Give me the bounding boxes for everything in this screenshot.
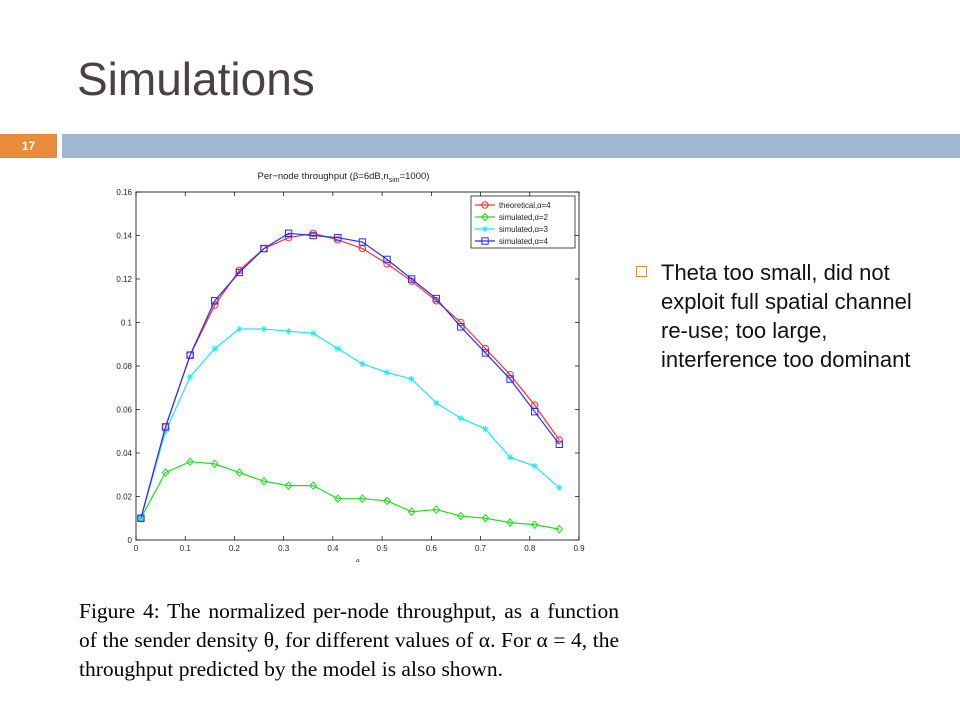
- data-point-series-4: [161, 423, 170, 431]
- data-point-series-2: [457, 511, 465, 521]
- x-tick-label: 0.1: [180, 544, 192, 553]
- chart-title: Per−node throughput (β=6dB,nsim=1000): [258, 171, 430, 184]
- data-point-series-2: [186, 457, 195, 467]
- data-point-series-1: [506, 371, 514, 379]
- data-point-series-4: [457, 323, 465, 331]
- y-tick-label: 0.14: [116, 232, 132, 241]
- bullet-item: Theta too small, did not exploit full sp…: [636, 258, 926, 374]
- data-point-series-4: [284, 229, 293, 238]
- data-point-series-2: [161, 468, 170, 478]
- data-point-series-2: [383, 496, 391, 506]
- data-point-series-2: [506, 518, 514, 528]
- data-point-series-3: [482, 425, 489, 433]
- data-point-series-3: [186, 373, 194, 381]
- data-point-series-4: [235, 268, 244, 277]
- x-tick-label: 0.3: [278, 544, 290, 553]
- data-point-series-2: [235, 468, 244, 478]
- y-tick-label: 0.1: [121, 319, 133, 328]
- legend-label: simulated,α=2: [499, 213, 548, 222]
- data-point-series-2: [530, 520, 539, 530]
- data-point-series-4: [334, 233, 342, 242]
- x-tick-label: 0.5: [377, 544, 389, 553]
- data-point-series-3: [211, 345, 218, 352]
- data-point-series-2: [407, 507, 416, 517]
- y-tick-label: 0.12: [116, 275, 132, 284]
- data-point-series-4: [506, 375, 514, 383]
- data-point-series-3: [137, 515, 145, 522]
- figure-caption: Figure 4: The normalized per-node throug…: [79, 599, 619, 681]
- series-line-3: [140, 328, 560, 519]
- legend-label: simulated,α=3: [499, 225, 548, 234]
- y-tick-label: 0.02: [116, 493, 132, 502]
- data-point-series-1: [383, 260, 391, 268]
- data-point-series-4: [432, 294, 440, 303]
- slide-number-badge: 17: [0, 134, 57, 158]
- legend-marker: [481, 225, 489, 233]
- data-point-series-4: [358, 238, 367, 246]
- bullet-square-icon: [636, 266, 647, 277]
- header-band: [62, 134, 960, 158]
- data-point-series-3: [383, 369, 391, 376]
- data-point-series-4: [211, 297, 219, 305]
- data-point-series-3: [285, 328, 292, 335]
- data-point-series-2: [333, 494, 342, 504]
- data-point-series-3: [162, 428, 169, 435]
- legend-label: theoretical,α=4: [499, 201, 551, 210]
- data-point-series-4: [383, 255, 391, 264]
- series-line-2: [140, 461, 560, 530]
- data-point-series-2: [309, 481, 318, 491]
- data-point-series-3: [457, 415, 465, 422]
- y-tick-label: 0.08: [116, 362, 132, 371]
- data-point-series-3: [531, 462, 538, 470]
- legend-marker: [481, 201, 489, 209]
- data-point-series-2: [555, 524, 564, 534]
- data-point-series-4: [481, 349, 490, 357]
- data-point-series-3: [260, 325, 268, 333]
- data-point-series-2: [432, 505, 441, 515]
- data-point-series-4: [186, 351, 194, 359]
- x-tick-label: 0.8: [524, 544, 536, 553]
- data-point-series-4: [260, 244, 268, 253]
- data-point-series-4: [407, 275, 416, 283]
- data-point-series-3: [334, 345, 342, 352]
- y-tick-label: 0.06: [116, 406, 132, 415]
- y-tick-label: 0.04: [116, 449, 132, 458]
- data-point-series-2: [481, 513, 490, 523]
- data-point-series-4: [309, 231, 317, 240]
- data-point-series-4: [555, 440, 564, 449]
- data-point-series-3: [408, 375, 415, 383]
- data-point-series-3: [359, 360, 366, 368]
- series-line-1: [140, 232, 560, 519]
- series-line-4: [140, 232, 560, 519]
- x-tick-label: 0.2: [229, 544, 241, 553]
- x-tick-label: 0.4: [327, 544, 339, 553]
- data-point-series-2: [137, 513, 145, 523]
- data-point-series-1: [284, 233, 293, 242]
- data-point-series-4: [531, 407, 539, 416]
- data-point-series-2: [284, 481, 293, 491]
- x-tick-label: 0: [134, 544, 139, 553]
- legend-marker: [481, 212, 489, 222]
- legend-label: simulated,α=4: [499, 237, 549, 246]
- data-point-series-4: [137, 514, 145, 522]
- x-axis-label: θ: [356, 558, 360, 562]
- bullet-text: Theta too small, did not exploit full sp…: [661, 260, 912, 372]
- x-tick-label: 0.7: [475, 544, 487, 553]
- data-point-series-3: [556, 484, 563, 491]
- slide-title: Simulations: [77, 53, 315, 105]
- x-tick-label: 0.6: [426, 544, 438, 553]
- y-tick-label: 0: [128, 536, 133, 545]
- data-point-series-1: [481, 344, 490, 353]
- throughput-chart: Per−node throughput (β=6dB,nsim=1000) 0 0.…: [116, 171, 585, 562]
- data-point-series-3: [310, 330, 317, 337]
- data-point-series-3: [236, 325, 243, 333]
- data-point-series-3: [506, 454, 514, 461]
- data-point-series-2: [260, 476, 268, 486]
- data-point-series-2: [210, 459, 219, 469]
- data-point-series-3: [433, 399, 440, 407]
- data-point-series-2: [358, 494, 367, 504]
- legend-marker: [481, 237, 489, 245]
- y-tick-label: 0.16: [116, 188, 132, 197]
- x-tick-label: 0.9: [573, 544, 585, 553]
